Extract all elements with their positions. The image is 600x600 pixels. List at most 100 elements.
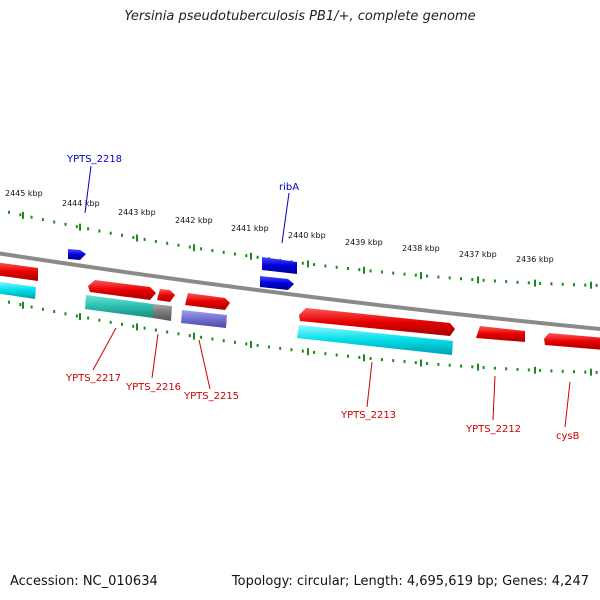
gene-label-ypts-2212[interactable]: YPTS_2212 bbox=[465, 424, 521, 435]
minor-tick bbox=[414, 361, 417, 365]
minor-tick bbox=[222, 339, 225, 343]
minor-tick bbox=[64, 222, 67, 226]
lower-tick-track bbox=[8, 300, 598, 376]
minor-tick bbox=[561, 369, 564, 373]
major-tick bbox=[250, 341, 252, 348]
minor-tick bbox=[8, 300, 10, 304]
gene-ypts-2213[interactable] bbox=[299, 308, 455, 336]
major-tick bbox=[590, 281, 592, 289]
minor-tick bbox=[573, 370, 575, 374]
gene-riba[interactable] bbox=[262, 257, 297, 274]
gene-left-edge[interactable] bbox=[0, 262, 38, 281]
minor-tick bbox=[267, 345, 270, 349]
minor-tick bbox=[482, 278, 485, 282]
minor-tick bbox=[584, 283, 587, 287]
scale-label: 2442 kbp bbox=[175, 216, 213, 225]
minor-tick bbox=[505, 367, 508, 371]
minor-tick bbox=[109, 320, 112, 324]
minor-tick bbox=[200, 247, 203, 251]
minor-tick bbox=[75, 314, 78, 318]
scale-label: 2438 kbp bbox=[402, 244, 440, 253]
minor-tick bbox=[539, 281, 542, 285]
minor-tick bbox=[188, 245, 191, 249]
gene-label-cysb[interactable]: cysB bbox=[556, 431, 580, 442]
minor-tick bbox=[211, 249, 214, 253]
cds-left-edge[interactable] bbox=[0, 281, 36, 299]
gene-ypts-2215[interactable] bbox=[185, 293, 230, 310]
gene-label-ypts-2216[interactable]: YPTS_2216 bbox=[125, 382, 181, 393]
minor-tick bbox=[550, 282, 553, 286]
major-tick bbox=[22, 301, 24, 309]
map-title: Yersinia pseudotuberculosis PB1/+, compl… bbox=[124, 9, 476, 24]
minor-tick bbox=[403, 360, 406, 364]
minor-tick bbox=[19, 303, 22, 307]
major-tick bbox=[250, 252, 252, 260]
minor-tick bbox=[539, 368, 542, 372]
minor-tick bbox=[143, 237, 146, 241]
minor-tick bbox=[392, 359, 395, 363]
minor-tick bbox=[234, 252, 236, 256]
gene-label-ypts-2217[interactable]: YPTS_2217 bbox=[65, 373, 121, 384]
minor-tick bbox=[30, 215, 33, 219]
minor-tick bbox=[527, 281, 530, 285]
scale-label: 2439 kbp bbox=[345, 238, 383, 247]
minor-tick bbox=[595, 370, 598, 374]
gene-labels: YPTS_2218 ribA YPTS_2217 YPTS_2216 YPTS_… bbox=[65, 154, 580, 442]
gene-ypts-2218[interactable] bbox=[68, 249, 86, 260]
minor-tick bbox=[471, 365, 474, 369]
major-tick bbox=[363, 354, 365, 362]
minor-tick bbox=[256, 255, 259, 259]
cds-riba[interactable] bbox=[260, 276, 294, 290]
gene-label-ypts-2218[interactable]: YPTS_2218 bbox=[66, 154, 122, 165]
minor-tick bbox=[313, 350, 316, 354]
minor-tick bbox=[98, 229, 101, 233]
cds-ypts-2215[interactable] bbox=[181, 310, 227, 328]
minor-tick bbox=[290, 348, 293, 352]
minor-tick bbox=[392, 271, 395, 275]
minor-tick bbox=[471, 278, 474, 281]
major-tick bbox=[590, 368, 592, 376]
genome-summary-text: Topology: circular; Length: 4,695,619 bp… bbox=[231, 574, 589, 589]
minor-tick bbox=[335, 353, 338, 357]
scale-label: 2443 kbp bbox=[118, 208, 156, 217]
minor-tick bbox=[516, 367, 519, 371]
minor-tick bbox=[41, 307, 44, 311]
genome-backbone bbox=[0, 251, 600, 332]
minor-tick bbox=[211, 337, 214, 341]
cds-features bbox=[0, 281, 453, 355]
gene-cysb[interactable] bbox=[544, 333, 600, 350]
minor-tick bbox=[53, 310, 56, 313]
minor-tick bbox=[493, 366, 496, 370]
gene-ypts-2216[interactable] bbox=[157, 289, 175, 302]
minor-tick bbox=[403, 272, 406, 276]
minor-tick bbox=[347, 267, 349, 270]
gene-ypts-2217[interactable] bbox=[88, 280, 156, 300]
major-tick bbox=[307, 348, 309, 356]
label-leaders bbox=[84, 165, 571, 428]
minor-tick bbox=[256, 343, 259, 347]
major-tick bbox=[22, 211, 24, 219]
scale-label: 2436 kbp bbox=[516, 255, 554, 264]
major-tick bbox=[136, 323, 138, 331]
scale-label: 2444 kbp bbox=[62, 199, 100, 208]
cds-ypts-2217[interactable] bbox=[85, 295, 153, 318]
minor-tick bbox=[188, 334, 191, 338]
gene-label-ypts-2213[interactable]: YPTS_2213 bbox=[340, 410, 396, 421]
minor-tick bbox=[98, 318, 101, 322]
cds-ypts-2216[interactable] bbox=[153, 304, 172, 321]
minor-tick bbox=[19, 213, 22, 217]
minor-tick bbox=[505, 280, 508, 284]
minor-tick bbox=[358, 355, 361, 359]
minor-tick bbox=[426, 362, 429, 365]
minor-tick bbox=[109, 231, 112, 235]
gene-label-riba[interactable]: ribA bbox=[279, 182, 299, 193]
gene-ypts-2212[interactable] bbox=[476, 326, 525, 342]
minor-tick bbox=[437, 362, 440, 366]
minor-tick bbox=[177, 332, 180, 336]
minor-tick bbox=[561, 282, 564, 286]
minor-tick bbox=[460, 364, 462, 368]
minor-tick bbox=[313, 263, 316, 267]
cds-ypts-2213[interactable] bbox=[297, 325, 453, 355]
gene-label-ypts-2215[interactable]: YPTS_2215 bbox=[183, 391, 239, 402]
minor-tick bbox=[177, 243, 180, 247]
